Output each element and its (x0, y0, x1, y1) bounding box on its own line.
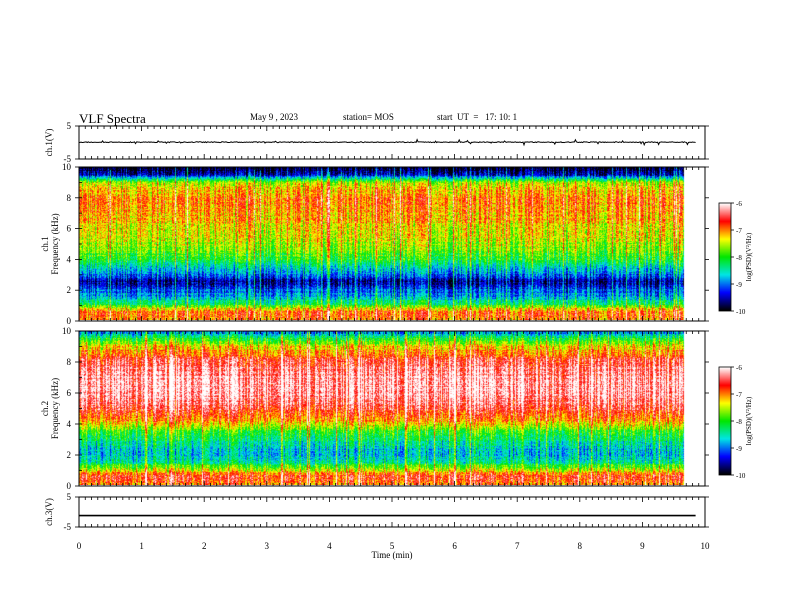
panel3-ytick-label: 8 (67, 357, 72, 367)
x-tick-label: 10 (701, 541, 711, 551)
panel3-colorbar-tick-label: -9 (736, 445, 742, 453)
panel3-ytick-label: 10 (62, 326, 72, 336)
x-tick-label: 1 (139, 541, 144, 551)
ch1-spectrogram-image (79, 167, 693, 320)
panel4-ytick-label: -5 (64, 522, 72, 532)
panel2-ytick-label: 6 (67, 224, 72, 234)
x-tick-label: 7 (515, 541, 520, 551)
panel2-ytick-label: 2 (67, 285, 72, 295)
panel2-colorbar-frame (718, 202, 732, 312)
panel2-colorbar-label: log(PSD)(V²/Hz) (745, 232, 753, 281)
ch2-colorbar-image (719, 367, 731, 475)
x-tick-label: 6 (452, 541, 457, 551)
panel3-ytick-label: 0 (67, 481, 72, 491)
figure-station: station= MOS (343, 112, 394, 122)
ch2-spectrogram-image (79, 331, 693, 485)
panel2-ytick-label: 0 (67, 316, 72, 326)
x-tick-label: 5 (390, 541, 395, 551)
panel3-colorbar-tick-label: -8 (736, 418, 742, 426)
panel2-ylabel-channel: ch.1 (40, 236, 50, 251)
panel1-waveform-line (78, 138, 696, 147)
panel3-colorbar-frame (718, 366, 732, 476)
panel1-ytick-label: 5 (67, 121, 72, 131)
x-tick-label: 0 (77, 541, 82, 551)
panel2-ytick-label: 4 (67, 254, 72, 264)
panel3-ytick-label: 6 (67, 388, 72, 398)
panel3-colorbar-label: log(PSD)(V²/Hz) (745, 396, 753, 445)
panel3-ytick-label: 2 (67, 450, 72, 460)
panel2-colorbar-tick-label: -8 (736, 254, 742, 262)
panel1-ytick-label: -5 (64, 154, 72, 164)
x-tick-label: 8 (578, 541, 583, 551)
x-tick-label: 9 (640, 541, 645, 551)
panel2-colorbar-tick-label: -7 (736, 227, 742, 235)
panel3-frame (78, 330, 706, 487)
panel2-ytick-label: 8 (67, 193, 72, 203)
panel1-ylabel: ch.1(V) (44, 129, 54, 157)
panel2-ytick-label: 10 (62, 162, 72, 172)
x-tick-label: 3 (265, 541, 270, 551)
panel3-ytick-label: 4 (67, 419, 72, 429)
panel2-colorbar-tick-label: -9 (736, 281, 742, 289)
ch1-colorbar-image (719, 203, 731, 311)
panel3-ylabel-channel: ch.2 (40, 401, 50, 416)
panel4-ylabel: ch.3(V) (44, 498, 54, 526)
figure-start-time: start UT = 17: 10: 1 (437, 112, 518, 122)
figure-date: May 9 , 2023 (250, 112, 298, 122)
panel2-colorbar-tick-label: -6 (736, 200, 742, 208)
panel3-colorbar-tick-label: -7 (736, 391, 742, 399)
panel3-ylabel-frequency: Frequency (kHz) (50, 378, 60, 439)
panel3-colorbar-tick-label: -10 (736, 472, 746, 480)
x-axis-label: Time (min) (372, 550, 413, 560)
panel4-ytick-label: 5 (67, 492, 72, 502)
panel2-frame (78, 166, 706, 322)
panel3-colorbar-tick-label: -6 (736, 364, 742, 372)
panel2-ylabel-frequency: Frequency (kHz) (50, 213, 60, 274)
figure-title: VLF Spectra (79, 111, 146, 126)
x-tick-label: 2 (202, 541, 207, 551)
panel2-colorbar-tick-label: -10 (736, 308, 746, 316)
x-tick-label: 4 (327, 541, 332, 551)
